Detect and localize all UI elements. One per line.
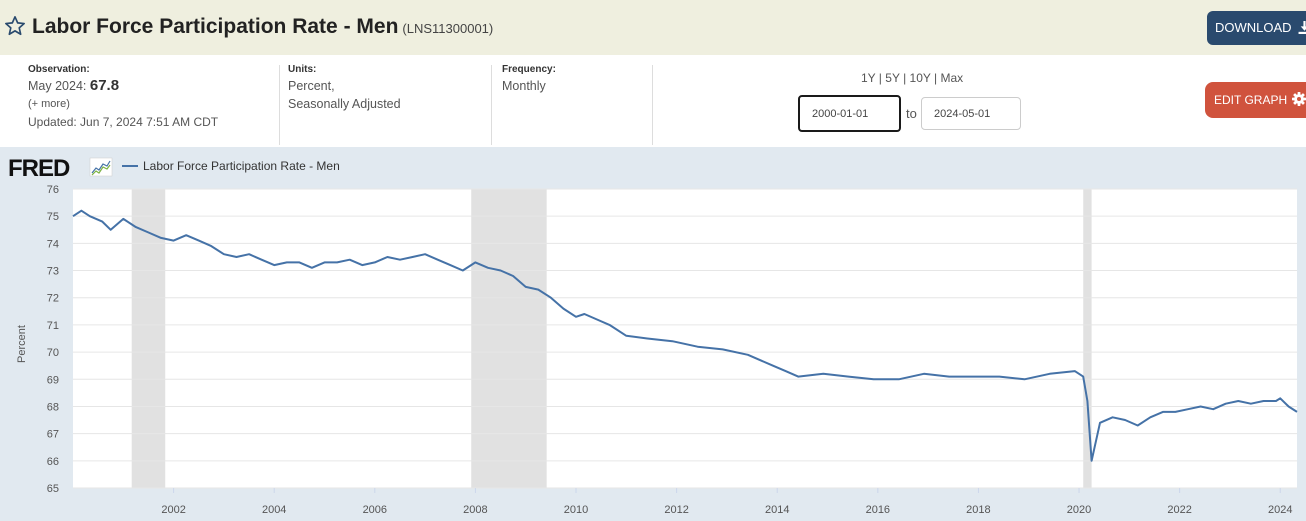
units-label: Units: [288,64,317,75]
fred-logo-graph-line [91,164,111,176]
x-tick-label: 2014 [765,504,789,516]
range-1y[interactable]: 1Y [861,71,876,85]
frequency-label: Frequency: [502,64,556,75]
range-5y[interactable]: 5Y [885,71,900,85]
observation-block: Observation: May 2024: 67.8 (+ more) Upd… [28,63,218,131]
x-tick-label: 2008 [463,504,487,516]
y-tick-label: 67 [47,429,59,441]
divider [491,65,492,145]
y-tick-label: 76 [47,184,59,196]
y-tick-label: 72 [47,293,59,305]
frequency-value: Monthly [502,79,546,93]
fred-logo-text: FRED [8,155,70,182]
divider [279,65,280,145]
units-block: Units: Percent, Seasonally Adjusted [288,63,401,113]
gear-icon [1292,92,1306,106]
x-tick-label: 2002 [161,504,185,516]
x-tick-label: 2018 [966,504,990,516]
y-tick-label: 66 [47,456,59,468]
page-title: Labor Force Participation Rate - Men (LNS… [32,15,493,39]
start-date-input[interactable] [798,95,901,132]
y-axis-label: Percent [16,325,28,363]
page-header: Labor Force Participation Rate - Men (LNS… [0,0,1306,55]
to-label: to [906,106,917,121]
units-line-2: Seasonally Adjusted [288,97,401,111]
x-tick-label: 2024 [1268,504,1292,516]
range-separator: | [875,71,886,85]
fred-logo-graph-line [91,160,111,174]
units-line-1: Percent, [288,79,335,93]
recession-shading [471,189,547,488]
frequency-block: Frequency: Monthly [502,63,556,95]
more-link[interactable]: (+ more) [28,98,70,110]
range-separator: | [899,71,910,85]
x-tick-label: 2020 [1067,504,1091,516]
series-info-panel: Observation: May 2024: 67.8 (+ more) Upd… [0,55,1306,147]
chart-container: FRED Labor Force Participation Rate - Me… [0,147,1306,521]
line-chart: FRED Labor Force Participation Rate - Me… [8,155,1298,516]
y-tick-label: 71 [47,320,59,332]
download-icon [1298,21,1306,34]
range-max[interactable]: Max [940,71,964,85]
end-date-input[interactable] [921,97,1021,130]
x-tick-label: 2022 [1167,504,1191,516]
y-tick-label: 73 [47,266,59,278]
y-tick-label: 69 [47,374,59,386]
y-tick-label: 70 [47,347,59,359]
y-tick-label: 75 [47,211,59,223]
download-button[interactable]: DOWNLOAD [1207,11,1306,45]
series-id: (LNS11300001) [402,21,494,36]
x-tick-label: 2010 [564,504,588,516]
y-tick-label: 68 [47,401,59,413]
divider [652,65,653,145]
edit-graph-button[interactable]: EDIT GRAPH [1205,82,1306,118]
updated-text: Updated: Jun 7, 2024 7:51 AM CDT [28,115,219,129]
y-tick-label: 65 [47,483,59,495]
range-separator: | [930,71,941,85]
recession-shading [131,189,166,488]
x-tick-label: 2016 [866,504,890,516]
series-title: Labor Force Participation Rate - Men [32,15,399,38]
observation-label: Observation: [28,64,90,75]
series-line [72,209,1298,462]
fred-logo: FRED [8,155,113,182]
y-tick-label: 74 [47,238,59,250]
x-tick-label: 2012 [664,504,688,516]
x-tick-label: 2006 [363,504,387,516]
range-links: 1Y | 5Y | 10Y | Max [861,71,963,85]
observation-line: May 2024: 67.8 [28,77,218,95]
star-icon[interactable] [4,15,26,37]
plot-area: 65 66 67 68 69 70 71 72 73 74 75 76 2002 2004 2006 2008… [47,184,1298,516]
x-tick-label: 2004 [262,504,286,516]
observation-value: 67.8 [89,77,120,94]
edit-graph-label: EDIT GRAPH [1214,93,1288,107]
observation-date: May 2024: [28,79,87,93]
recession-shading [1083,189,1092,488]
download-label: DOWNLOAD [1215,20,1292,35]
legend-label: Labor Force Participation Rate - Men [143,159,340,173]
plot-background [73,189,1297,488]
range-10y[interactable]: 10Y [909,71,931,85]
